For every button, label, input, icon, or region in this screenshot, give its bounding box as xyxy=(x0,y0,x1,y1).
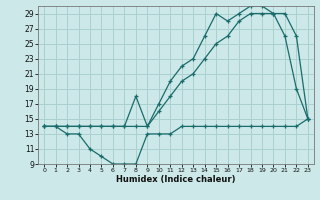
X-axis label: Humidex (Indice chaleur): Humidex (Indice chaleur) xyxy=(116,175,236,184)
